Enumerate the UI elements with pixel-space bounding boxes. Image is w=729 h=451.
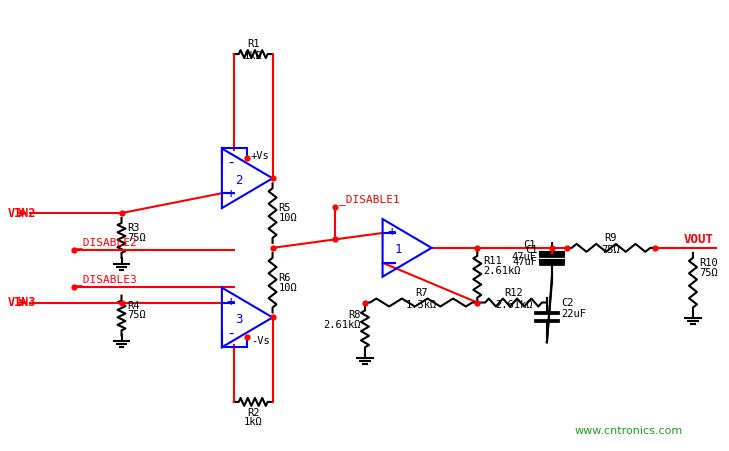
Text: 10Ω: 10Ω (278, 213, 297, 223)
Text: 75Ω: 75Ω (601, 245, 620, 255)
Text: R7: R7 (415, 288, 427, 298)
Text: R4: R4 (128, 300, 140, 310)
Text: R3: R3 (128, 223, 140, 233)
Text: _DISABLE2: _DISABLE2 (76, 237, 136, 248)
Text: -: - (227, 155, 236, 170)
Text: R10: R10 (699, 258, 717, 268)
Text: VIN2: VIN2 (7, 207, 36, 220)
Text: 75Ω: 75Ω (128, 310, 147, 321)
Text: VIN3: VIN3 (7, 296, 36, 309)
Text: _DISABLE1: _DISABLE1 (339, 194, 400, 205)
Text: R2: R2 (247, 408, 260, 418)
Text: C1: C1 (523, 240, 536, 250)
Text: +: + (388, 225, 396, 239)
Text: 75Ω: 75Ω (699, 268, 717, 278)
Text: _DISABLE3: _DISABLE3 (76, 274, 136, 285)
Text: 2.61kΩ: 2.61kΩ (483, 266, 521, 276)
Text: 10Ω: 10Ω (278, 283, 297, 293)
Text: 2: 2 (235, 174, 243, 187)
Text: www.cntronics.com: www.cntronics.com (574, 426, 682, 436)
Text: +: + (227, 295, 235, 308)
Text: 1.3kΩ: 1.3kΩ (405, 299, 437, 309)
Text: R11: R11 (483, 256, 502, 266)
Text: VOUT: VOUT (684, 233, 714, 246)
Text: 75Ω: 75Ω (128, 233, 147, 243)
Text: C1: C1 (526, 245, 538, 255)
Text: 3: 3 (235, 313, 243, 326)
Text: 47uF: 47uF (511, 252, 536, 262)
Text: R6: R6 (278, 273, 291, 283)
Text: 2.61kΩ: 2.61kΩ (495, 299, 532, 309)
Text: +: + (227, 187, 235, 201)
Text: 22uF: 22uF (561, 309, 586, 319)
Text: 1kΩ: 1kΩ (243, 51, 262, 61)
Text: +Vs: +Vs (251, 152, 270, 161)
Text: R9: R9 (605, 233, 617, 243)
Text: R12: R12 (504, 288, 523, 298)
Text: 1kΩ: 1kΩ (243, 417, 262, 427)
Text: 47uF: 47uF (513, 257, 538, 267)
Text: R1: R1 (247, 39, 260, 49)
Text: -: - (388, 256, 397, 271)
Text: -Vs: -Vs (251, 336, 270, 346)
Text: 1: 1 (394, 244, 402, 256)
Text: R5: R5 (278, 203, 291, 213)
Text: R8: R8 (348, 310, 361, 321)
Text: C2: C2 (561, 298, 573, 308)
Text: 2.61kΩ: 2.61kΩ (324, 320, 361, 331)
Text: -: - (227, 326, 236, 341)
